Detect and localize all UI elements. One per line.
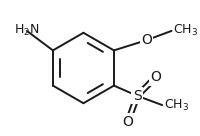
Text: O: O	[122, 115, 133, 129]
Text: CH$_3$: CH$_3$	[173, 23, 198, 38]
Text: O: O	[150, 70, 161, 84]
Text: H$_2$N: H$_2$N	[14, 23, 39, 38]
Text: O: O	[141, 33, 152, 47]
Text: S: S	[133, 89, 142, 103]
Text: CH$_3$: CH$_3$	[164, 98, 189, 113]
